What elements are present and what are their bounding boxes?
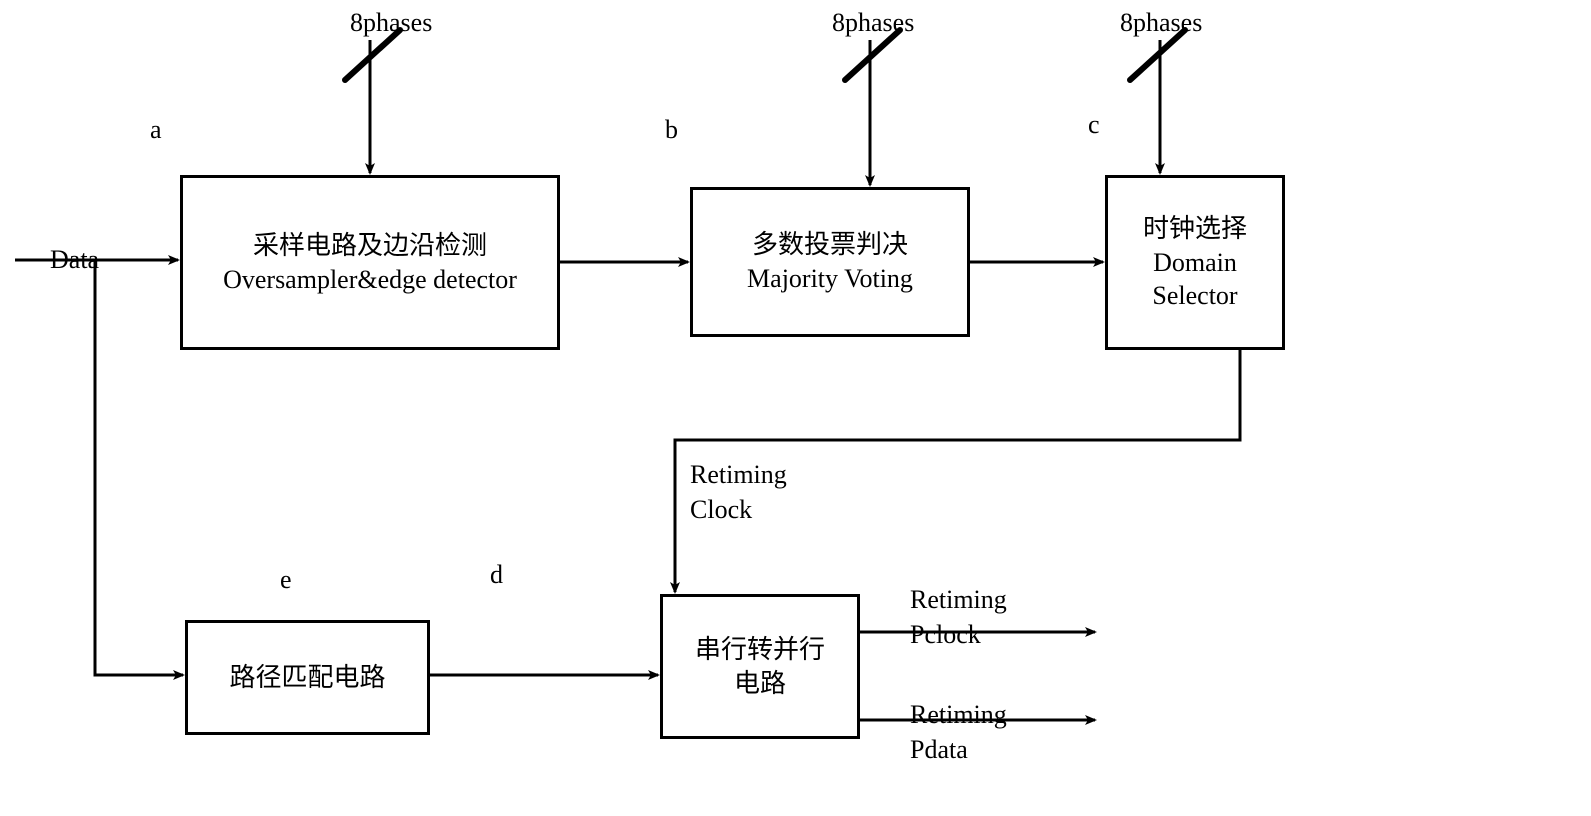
block-d-cn1: 串行转并行 [695,633,825,667]
block-majority-voting: 多数投票判决 Majority Voting [690,187,970,337]
block-b-cn: 多数投票判决 [752,228,908,262]
block-d-cn2: 电路 [734,667,786,701]
block-domain-selector: 时钟选择 Domain Selector [1105,175,1285,350]
block-e-cn: 路径匹配电路 [229,661,385,695]
block-a-cn: 采样电路及边沿检测 [253,229,487,263]
wire-data-to-e [95,260,183,675]
retiming-clock-l1: Retiming [690,460,787,490]
letter-c: c [1088,110,1100,140]
letter-b: b [665,115,678,145]
retiming-clock-l2: Clock [690,495,752,525]
phase-a-label: 8phases [350,8,432,38]
block-oversampler: 采样电路及边沿检测 Oversampler&edge detector [180,175,560,350]
block-b-en: Majority Voting [747,262,913,296]
data-in-label: Data [50,245,99,275]
letter-d: d [490,560,503,590]
phase-b-label: 8phases [832,8,914,38]
block-a-en: Oversampler&edge detector [223,263,517,297]
retiming-pdata-l2: Pdata [910,735,968,765]
block-c-en1: Domain [1153,246,1237,280]
letter-a: a [150,115,162,145]
block-serial-to-parallel: 串行转并行 电路 [660,594,860,739]
retiming-pclock-l1: Retiming [910,585,1007,615]
block-c-cn1: 时钟选择 [1143,212,1247,246]
retiming-pdata-l1: Retiming [910,700,1007,730]
letter-e: e [280,565,292,595]
retiming-pclock-l2: Pclock [910,620,981,650]
wire-c-to-d-path [675,350,1240,535]
block-c-en2: Selector [1152,279,1237,313]
block-path-matching: 路径匹配电路 [185,620,430,735]
phase-c-label: 8phases [1120,8,1202,38]
